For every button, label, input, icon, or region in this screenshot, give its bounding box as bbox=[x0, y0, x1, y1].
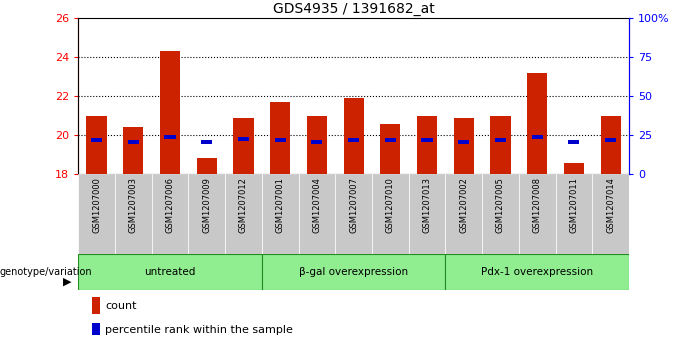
Bar bbox=[445, 254, 629, 290]
Text: GSM1207009: GSM1207009 bbox=[202, 177, 211, 233]
Bar bbox=[592, 174, 629, 254]
Title: GDS4935 / 1391682_at: GDS4935 / 1391682_at bbox=[273, 2, 435, 16]
Bar bbox=[380, 123, 401, 174]
Bar bbox=[348, 138, 359, 142]
Bar bbox=[527, 73, 547, 174]
Bar bbox=[262, 254, 445, 290]
Bar bbox=[372, 174, 409, 254]
Bar bbox=[201, 140, 212, 144]
Bar bbox=[600, 116, 621, 174]
Bar bbox=[458, 140, 469, 144]
Bar bbox=[115, 174, 152, 254]
Text: Pdx-1 overexpression: Pdx-1 overexpression bbox=[481, 267, 593, 277]
Bar bbox=[422, 138, 432, 142]
Bar bbox=[568, 140, 579, 144]
Bar bbox=[92, 323, 101, 335]
Bar bbox=[78, 254, 262, 290]
Text: count: count bbox=[105, 301, 137, 311]
Bar bbox=[233, 118, 254, 174]
Bar bbox=[307, 116, 327, 174]
Bar bbox=[86, 116, 107, 174]
Bar bbox=[311, 140, 322, 144]
Text: GSM1207008: GSM1207008 bbox=[532, 177, 542, 233]
Bar bbox=[262, 174, 299, 254]
Text: GSM1207006: GSM1207006 bbox=[165, 177, 175, 233]
Bar bbox=[91, 138, 102, 142]
Bar bbox=[532, 135, 543, 139]
Text: GSM1207001: GSM1207001 bbox=[275, 177, 285, 233]
Bar bbox=[275, 138, 286, 142]
Bar bbox=[299, 174, 335, 254]
Text: GSM1207003: GSM1207003 bbox=[129, 177, 138, 233]
Bar bbox=[490, 116, 511, 174]
Text: untreated: untreated bbox=[144, 267, 196, 277]
Text: genotype/variation: genotype/variation bbox=[0, 267, 92, 277]
Bar bbox=[556, 174, 592, 254]
Bar bbox=[92, 297, 101, 314]
Text: ▶: ▶ bbox=[63, 276, 71, 286]
Bar bbox=[197, 158, 217, 174]
Bar bbox=[225, 174, 262, 254]
Bar bbox=[564, 163, 584, 174]
Text: GSM1207010: GSM1207010 bbox=[386, 177, 395, 233]
Bar bbox=[123, 127, 143, 174]
Text: GSM1207005: GSM1207005 bbox=[496, 177, 505, 233]
Text: GSM1207002: GSM1207002 bbox=[459, 177, 469, 233]
Bar bbox=[160, 51, 180, 174]
Bar bbox=[385, 138, 396, 142]
Text: GSM1207011: GSM1207011 bbox=[569, 177, 579, 233]
Bar bbox=[519, 174, 556, 254]
Bar bbox=[343, 98, 364, 174]
Text: β-gal overexpression: β-gal overexpression bbox=[299, 267, 408, 277]
Text: GSM1207012: GSM1207012 bbox=[239, 177, 248, 233]
Bar bbox=[238, 137, 249, 141]
Bar bbox=[409, 174, 445, 254]
Bar bbox=[78, 174, 115, 254]
Bar bbox=[335, 174, 372, 254]
Text: GSM1207014: GSM1207014 bbox=[606, 177, 615, 233]
Bar bbox=[445, 174, 482, 254]
Bar bbox=[454, 118, 474, 174]
Bar bbox=[417, 116, 437, 174]
Text: percentile rank within the sample: percentile rank within the sample bbox=[105, 325, 293, 335]
Bar bbox=[188, 174, 225, 254]
Bar bbox=[270, 102, 290, 174]
Text: GSM1207013: GSM1207013 bbox=[422, 177, 432, 233]
Bar bbox=[152, 174, 188, 254]
Bar bbox=[495, 138, 506, 142]
Bar bbox=[605, 138, 616, 142]
Bar bbox=[165, 135, 175, 139]
Text: GSM1207004: GSM1207004 bbox=[312, 177, 322, 233]
Text: GSM1207007: GSM1207007 bbox=[349, 177, 358, 233]
Bar bbox=[128, 140, 139, 144]
Bar bbox=[482, 174, 519, 254]
Text: GSM1207000: GSM1207000 bbox=[92, 177, 101, 233]
